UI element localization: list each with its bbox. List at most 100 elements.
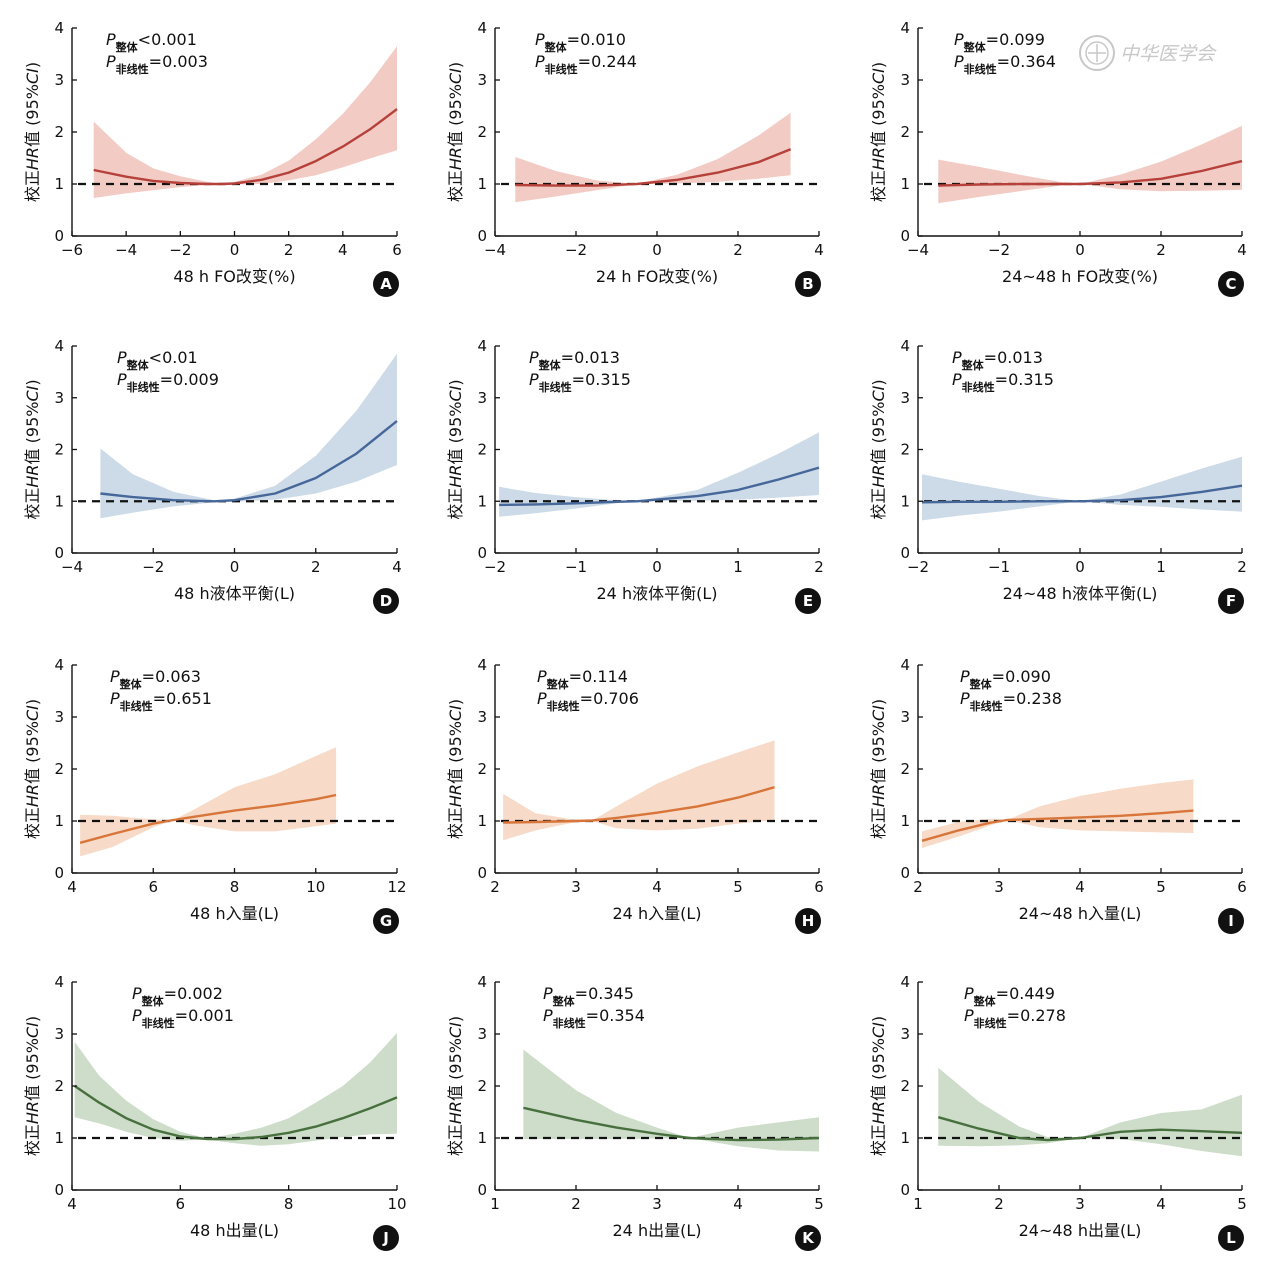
- y-tick-label: 0: [54, 544, 64, 562]
- y-tick-label: 3: [54, 71, 64, 89]
- x-axis-label: 48 h入量(L): [190, 904, 279, 923]
- p-nonlinear: P非线性=0.315: [952, 370, 1054, 394]
- panel-badge: [795, 908, 821, 934]
- panel-badge: [1218, 908, 1244, 934]
- x-tick-label: 4: [652, 878, 662, 896]
- panel-letter: H: [802, 912, 815, 930]
- y-tick-label: 0: [54, 1181, 64, 1199]
- x-tick-label: 2: [311, 558, 321, 576]
- x-tick-label: 6: [392, 241, 402, 259]
- x-axis-label: 24 h FO改变(%): [596, 267, 718, 286]
- x-tick-label: −4: [907, 241, 929, 259]
- y-tick-label: 0: [900, 544, 910, 562]
- x-tick-label: 4: [67, 878, 77, 896]
- panel-j: 0 1 2 3 4 4 6 8 10 48 h出量(L) 校正HR值 (95%CI) P整体=0.00…: [23, 973, 407, 1251]
- panel-d: 0 1 2 3 4 −4 −2 0 2 4 48 h液体平衡(L) 校正HR值 (95%CI) P整体<…: [23, 337, 402, 614]
- y-tick-label: 1: [54, 1129, 64, 1147]
- x-axis-label: 48 h液体平衡(L): [174, 584, 295, 603]
- panel-letter: E: [803, 592, 813, 610]
- x-axis-label: 24 h液体平衡(L): [597, 584, 718, 603]
- y-tick-label: 4: [477, 656, 487, 674]
- y-tick-label: 0: [54, 227, 64, 245]
- y-tick-label: 0: [54, 864, 64, 882]
- x-tick-label: 8: [284, 1195, 294, 1213]
- x-tick-label: 2: [571, 1195, 581, 1213]
- p-nonlinear: P非线性=0.706: [537, 689, 639, 713]
- y-tick-label: 2: [477, 123, 487, 141]
- p-overall: P整体=0.345: [543, 984, 634, 1008]
- p-nonlinear: P非线性=0.001: [132, 1006, 234, 1030]
- x-tick-label: 4: [1075, 878, 1085, 896]
- y-tick-label: 1: [477, 175, 487, 193]
- confidence-band: [938, 125, 1242, 204]
- y-tick-label: 0: [477, 864, 487, 882]
- x-tick-label: 3: [1075, 1195, 1085, 1213]
- y-tick-label: 0: [900, 1181, 910, 1199]
- x-tick-label: 4: [1156, 1195, 1166, 1213]
- x-tick-label: 12: [387, 878, 406, 896]
- y-tick-label: 2: [900, 760, 910, 778]
- y-tick-label: 1: [477, 812, 487, 830]
- x-tick-label: −2: [169, 241, 191, 259]
- x-tick-label: 4: [67, 1195, 77, 1213]
- y-tick-label: 3: [477, 708, 487, 726]
- y-tick-label: 4: [900, 973, 910, 991]
- y-tick-label: 3: [477, 1025, 487, 1043]
- watermark: 中华医学会: [1079, 35, 1217, 71]
- panel-badge: [1218, 588, 1244, 614]
- x-axis-label: 24 h出量(L): [613, 1221, 702, 1240]
- y-axis-label: 校正HR值 (95%CI): [23, 379, 42, 519]
- p-overall: P整体=0.002: [132, 984, 223, 1008]
- p-overall: P整体=0.099: [954, 30, 1045, 54]
- y-axis-label: 校正HR值 (95%CI): [23, 1016, 42, 1156]
- hr-curve: [503, 786, 775, 824]
- y-tick-label: 3: [54, 1025, 64, 1043]
- panel-letter: K: [802, 1229, 815, 1247]
- x-tick-label: 0: [1075, 241, 1085, 259]
- watermark-text: 中华医学会: [1120, 43, 1217, 65]
- x-tick-label: 1: [1156, 558, 1166, 576]
- y-axis-label: 校正HR值 (95%CI): [869, 699, 888, 839]
- y-tick-label: 1: [900, 175, 910, 193]
- panel-letter: L: [1226, 1229, 1236, 1247]
- x-tick-label: 0: [230, 558, 240, 576]
- y-tick-label: 4: [54, 973, 64, 991]
- y-axis-label: 校正HR值 (95%CI): [446, 1016, 465, 1156]
- x-tick-label: 2: [1156, 241, 1166, 259]
- y-axis-label: 校正HR值 (95%CI): [446, 379, 465, 519]
- x-tick-label: 0: [652, 241, 662, 259]
- panel-i: 0 1 2 3 4 2 3 4 5 6 24~48 h入量(L) 校正HR值 (95%CI) P整体=0…: [869, 656, 1247, 934]
- x-tick-label: −2: [988, 241, 1010, 259]
- hr-curve: [100, 420, 398, 503]
- hr-curve: [499, 466, 820, 507]
- x-tick-label: −2: [484, 558, 506, 576]
- y-axis-label: 校正HR值 (95%CI): [446, 62, 465, 202]
- hr-curve: [93, 108, 398, 186]
- y-tick-label: 3: [900, 1025, 910, 1043]
- y-tick-label: 2: [900, 123, 910, 141]
- y-tick-label: 4: [477, 973, 487, 991]
- p-nonlinear: P非线性=0.315: [529, 370, 631, 394]
- p-nonlinear: P非线性=0.238: [960, 689, 1062, 713]
- y-tick-label: 4: [54, 337, 64, 355]
- y-tick-label: 2: [477, 1077, 487, 1095]
- confidence-band: [523, 1049, 819, 1152]
- p-nonlinear: P非线性=0.278: [964, 1006, 1066, 1030]
- p-overall: P整体=0.114: [537, 667, 628, 691]
- x-tick-label: 6: [814, 878, 824, 896]
- y-axis-label: 校正HR值 (95%CI): [23, 699, 42, 839]
- hr-curve: [921, 484, 1243, 504]
- x-axis-label: 24 h入量(L): [613, 904, 702, 923]
- confidence-band: [80, 747, 337, 857]
- p-overall: P整体=0.063: [110, 667, 201, 691]
- panel-badge: [373, 908, 399, 934]
- x-tick-label: 5: [1237, 1195, 1247, 1213]
- y-tick-label: 4: [900, 19, 910, 37]
- p-overall: P整体=0.010: [535, 30, 626, 54]
- x-tick-label: −1: [988, 558, 1010, 576]
- y-tick-label: 3: [900, 708, 910, 726]
- x-tick-label: 2: [913, 878, 923, 896]
